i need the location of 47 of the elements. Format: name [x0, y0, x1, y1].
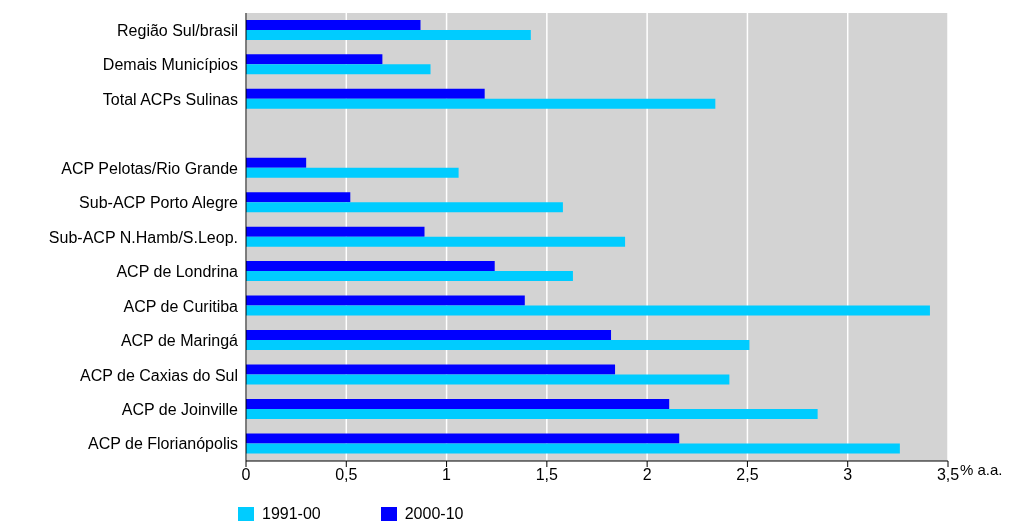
bar	[246, 398, 670, 409]
bar	[246, 305, 930, 316]
bar	[246, 88, 485, 99]
x-tick-label: 3,5	[936, 466, 960, 484]
bar	[246, 433, 680, 444]
y-tick-label: Total ACPs Sulinas	[102, 90, 238, 108]
bar	[246, 54, 383, 65]
bar	[246, 29, 531, 40]
y-tick-label: Região Sul/brasil	[117, 21, 238, 39]
bar	[246, 167, 459, 178]
bar	[246, 408, 818, 419]
bar	[246, 98, 716, 109]
y-tick-label: ACP Pelotas/Rio Grande	[61, 159, 239, 177]
legend-label: 1991-00	[262, 505, 321, 523]
y-tick-label: ACP de Londrina	[116, 263, 239, 281]
bar	[246, 295, 525, 306]
bar	[246, 202, 563, 213]
bar	[246, 19, 421, 30]
x-tick-label: 0	[241, 466, 251, 484]
y-tick-label: Sub-ACP N.Hamb/S.Leop.	[48, 228, 238, 246]
legend-label: 2000-10	[404, 505, 464, 523]
y-tick-label: ACP de Caxias do Sul	[79, 366, 238, 384]
x-tick-label: 0,5	[335, 466, 358, 484]
bar	[246, 340, 750, 351]
bar	[246, 192, 351, 203]
bar	[246, 271, 573, 282]
x-tick-label: 2	[642, 466, 652, 484]
y-tick-label: ACP de Curitiba	[123, 297, 239, 315]
bar	[246, 374, 730, 385]
bar	[246, 64, 431, 75]
bar	[246, 261, 495, 272]
y-tick-label: Demais Municípios	[102, 56, 238, 74]
x-tick-label: 1,5	[535, 466, 559, 484]
bar	[246, 443, 900, 454]
y-tick-label: ACP de Florianópolis	[87, 435, 238, 453]
y-tick-label: Sub-ACP Porto Alegre	[79, 194, 239, 212]
y-tick-label: ACP de Joinville	[121, 400, 239, 418]
bar	[246, 364, 616, 375]
bar	[246, 330, 612, 341]
bar	[246, 236, 626, 247]
bar	[246, 226, 425, 237]
x-axis-title: % a.a.	[960, 461, 1003, 478]
y-tick-label: ACP de Maringá	[120, 332, 239, 350]
bar	[246, 157, 307, 168]
x-tick-label: 2,5	[736, 466, 759, 484]
x-tick-label: 3	[843, 466, 853, 484]
x-tick-label: 1	[442, 466, 452, 484]
